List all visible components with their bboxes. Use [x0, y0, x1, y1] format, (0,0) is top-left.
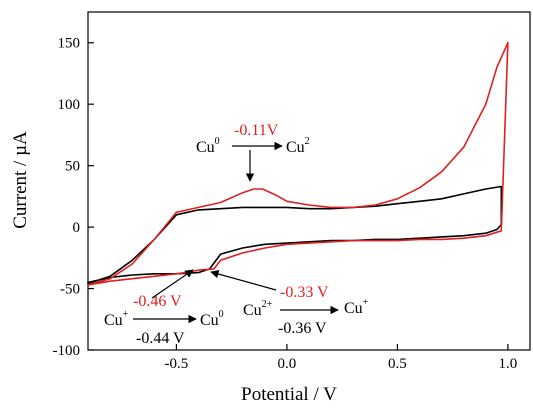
- plot-frame: [87, 11, 531, 351]
- reduction-annotation-1: Cu+ -0.46 V Cu0 -0.44 V: [104, 269, 224, 347]
- x-axis-title: Potential / V: [241, 384, 337, 405]
- ox-species-to: Cu2: [286, 136, 310, 156]
- x-tick-label: -0.5: [165, 356, 189, 372]
- ox-potential-label: -0.11V: [234, 122, 279, 139]
- red2-potential-black: -0.36 V: [278, 320, 327, 337]
- x-tick-label: 0.0: [278, 356, 297, 372]
- x-tick-label: 1.0: [499, 356, 518, 372]
- ox-sup-to: 2: [305, 136, 310, 147]
- series-line-2: [87, 41, 509, 286]
- red2-species-from: Cu2+: [243, 299, 273, 319]
- red2-sup-to: +: [363, 297, 369, 308]
- red2-species-to: Cu+: [344, 297, 369, 317]
- y-axis-title: Current / µA: [10, 131, 31, 229]
- red2-sup-from: 2+: [262, 299, 273, 310]
- ox-species-from: Cu0: [196, 136, 220, 156]
- y-tick-label: 100: [58, 97, 81, 113]
- red2-pointer-arrow: [210, 269, 277, 291]
- plot-area: -0.5 0.0 0.5 1.0 -100 -50 0 50 100 150: [53, 11, 531, 372]
- red2-potential-red: -0.33 V: [280, 284, 329, 301]
- x-axis: -0.5 0.0 0.5 1.0: [165, 344, 518, 372]
- y-tick-label: -100: [53, 343, 81, 359]
- y-tick-label: 50: [65, 159, 80, 175]
- oxidation-annotation: -0.11V Cu0 Cu2: [196, 122, 310, 182]
- x-tick-label: 0.5: [388, 356, 407, 372]
- red1-potential-black: -0.44 V: [136, 330, 185, 347]
- series-layer: [87, 41, 509, 286]
- red1-species-to: Cu0: [200, 309, 224, 329]
- red1-potential-red: -0.46 V: [133, 293, 182, 310]
- y-tick-label: 0: [73, 220, 81, 236]
- series-line-1: [87, 185, 503, 285]
- reduction-annotation-2: Cu2+ -0.33 V Cu+ -0.36 V: [210, 269, 369, 337]
- y-axis: -100 -50 0 50 100 150: [53, 36, 94, 359]
- red1-sup-from: +: [123, 309, 129, 320]
- y-tick-label: 150: [58, 36, 81, 52]
- y-tick-label: -50: [60, 282, 80, 298]
- red1-sup-to: 0: [219, 309, 224, 320]
- red1-pointer-arrow: [151, 269, 194, 299]
- red1-species-from: Cu+: [104, 309, 129, 329]
- ox-sup-from: 0: [215, 136, 220, 147]
